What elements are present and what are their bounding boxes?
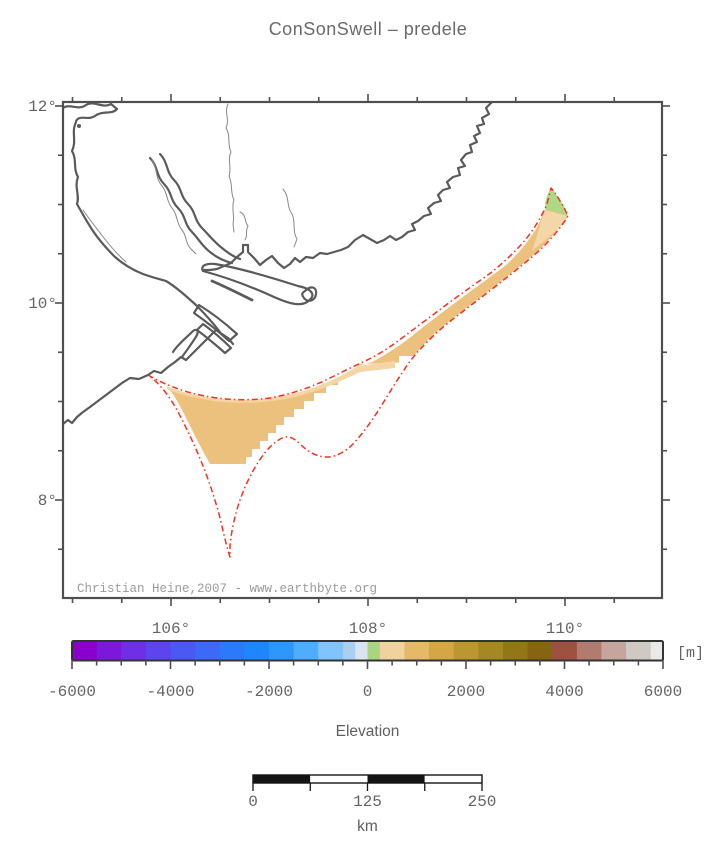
colorbar-gradient [72, 641, 664, 660]
map-layers: Christian Heine,2007 - www.earthbyte.org [64, 103, 569, 596]
x-tick-label: 106° [152, 620, 190, 638]
band-light-strip [532, 210, 567, 251]
x-tick-label: 110° [546, 620, 584, 638]
y-tick-label: 8° [38, 492, 57, 510]
colorbar-tick-label: -2000 [245, 683, 293, 701]
colorbar-segment [429, 641, 455, 660]
coastlines [64, 103, 493, 425]
colorbar-segment [318, 641, 344, 660]
small-island [77, 124, 81, 128]
scalebar-tick-label: 0 [248, 793, 258, 811]
scalebar-ticks [252, 783, 483, 791]
y-tick-label: 12° [28, 98, 57, 116]
river-2 [225, 103, 235, 233]
colorbar-tick-label: -4000 [146, 683, 194, 701]
scalebar-segment [253, 775, 311, 783]
river-4 [82, 209, 127, 263]
colorbar-segment [379, 641, 406, 660]
y-tick-label: 10° [28, 295, 57, 313]
river-bank-2 [158, 152, 242, 261]
scalebar-segment [310, 775, 368, 783]
colorbar-tick-label: 4000 [545, 683, 583, 701]
attribution: Christian Heine,2007 - www.earthbyte.org [77, 582, 377, 596]
finger-hook [301, 286, 318, 302]
colorbar-segment [355, 641, 369, 660]
river-1 [151, 159, 197, 255]
colorbar-title: Elevation [336, 723, 400, 740]
finger-island-2 [192, 303, 239, 343]
colorbar-unit-label: [m] [677, 645, 704, 662]
colorbar-tick-label: 0 [363, 683, 373, 701]
colorbar-tick-label: -6000 [48, 683, 96, 701]
colorbar-segment [478, 641, 504, 660]
colorbar-segment [527, 641, 553, 660]
scalebar-segment [367, 775, 425, 783]
colorbar-segment [72, 641, 98, 660]
river-5 [282, 188, 298, 248]
colorbar-segment [342, 641, 356, 660]
x-tick-label: 108° [349, 620, 387, 638]
scalebar-tick-label: 125 [353, 793, 382, 811]
finger-island-1-channel [210, 279, 254, 302]
colorbar-segment [502, 641, 529, 660]
colorbar-segment [601, 641, 627, 660]
colorbar-segment [650, 641, 664, 660]
scalebar: 0 125 250 km [248, 774, 497, 835]
coastline-estuary [201, 233, 365, 272]
map-axis-ticks [55, 94, 670, 606]
colorbar-segment [170, 641, 196, 660]
colorbar-segment [293, 641, 319, 660]
colorbar-segment [96, 641, 122, 660]
colorbar-tick-label: 6000 [644, 683, 682, 701]
colorbar-segment [626, 641, 652, 660]
swell-main-fill [166, 189, 568, 464]
colorbar-segment [145, 641, 172, 660]
colorbar-segment [195, 641, 221, 660]
colorbar-segment [552, 641, 578, 660]
scalebar-tick-label: 250 [468, 793, 497, 811]
colorbar: -6000 -4000 -2000 0 2000 4000 6000 [m] E… [48, 640, 704, 740]
colorbar-segment [244, 641, 270, 660]
river-3 [239, 211, 249, 241]
river-bank-1 [148, 156, 234, 265]
map-plot: Christian Heine,2007 - www.earthbyte.org… [28, 94, 670, 638]
colorbar-segment [121, 641, 147, 660]
coastline-west [70, 120, 222, 334]
green-land-patch [545, 187, 568, 216]
colorbar-segment [453, 641, 479, 660]
colorbar-segment [404, 641, 430, 660]
swell-region-fill [166, 187, 568, 464]
colorbar-segment [269, 641, 295, 660]
figure-title: ConSonSwell – predele [269, 19, 468, 39]
scalebar-segments [253, 775, 482, 783]
colorbar-segment [219, 641, 245, 660]
swell-outline [147, 187, 569, 558]
finger-island-3 [195, 322, 233, 355]
colorbar-segment [576, 641, 603, 660]
coastline-northeast [361, 103, 493, 245]
finger-island-1 [201, 262, 314, 306]
coastline-northwest [64, 103, 119, 123]
band-notch [399, 356, 415, 363]
colorbar-ticks [71, 660, 664, 669]
scalebar-segment [424, 775, 482, 783]
colorbar-segment [367, 641, 381, 660]
scalebar-unit-label: km [357, 818, 378, 835]
colorbar-tick-label: 2000 [447, 683, 485, 701]
map-frame [61, 100, 664, 600]
swell-light-strip [166, 361, 395, 403]
